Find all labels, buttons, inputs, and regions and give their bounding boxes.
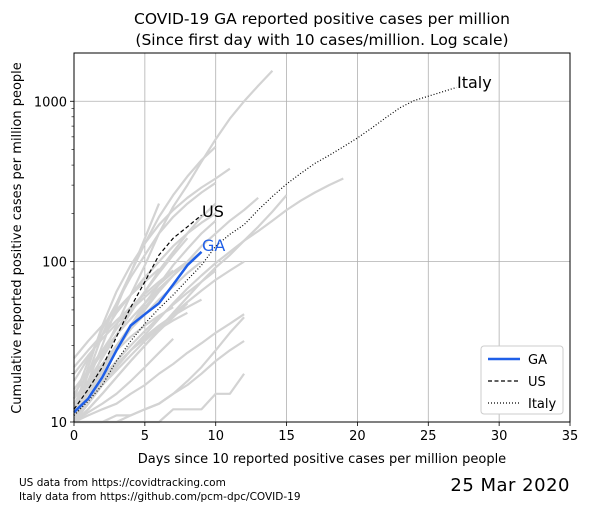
series-line-italy [73,86,457,416]
series-label-italy: Italy [457,73,492,92]
state-series-line [73,260,203,405]
x-tick-label: 15 [278,429,295,444]
state-series-line [73,251,203,395]
grid-lines [74,53,570,422]
x-tick-label: 35 [562,429,579,444]
x-tick-label: 0 [70,429,78,444]
y-tick-label: 10 [50,416,67,431]
chart-title-line1: COVID-19 GA reported positive cases per … [134,10,510,28]
legend-label-ga: GA [528,353,547,368]
series-line-us [73,214,202,410]
y-axis-label: Cumulative reported positive cases per m… [10,62,25,414]
y-tick-label: 100 [42,256,67,271]
main-series-lines [73,86,457,416]
state-series-line [73,202,217,405]
date-stamp: 25 Mar 2020 [450,475,570,496]
y-axis-ticks: 10 100 1000 [34,95,74,431]
state-series-line [73,212,217,382]
state-series-line [73,260,189,375]
legend-label-us: US [528,375,546,390]
background-state-lines [72,70,344,424]
legend-label-italy: Italy [528,397,557,412]
chart: COVID-19 GA reported positive cases per … [10,10,578,467]
state-series-line [73,260,245,411]
x-tick-label: 5 [141,429,149,444]
x-tick-label: 10 [207,429,224,444]
footnote-us-source: US data from https://covidtracking.com [19,477,226,489]
state-series-line [73,338,174,423]
legend: GA US Italy [480,345,564,415]
x-axis-ticks: 0 5 10 15 20 25 30 35 [70,422,578,444]
x-tick-label: 20 [349,429,366,444]
state-series-line [73,313,245,423]
plot-frame [73,52,571,423]
footnote-italy-source: Italy data from https://github.com/pcm-d… [19,491,301,503]
series-label-us: US [202,202,224,221]
chart-title-line2: (Since first day with 10 cases/million. … [135,31,508,49]
series-line-ga [73,250,203,414]
x-tick-label: 30 [491,429,508,444]
x-tick-label: 25 [420,429,437,444]
y-tick-label: 1000 [34,95,67,110]
x-axis-label: Days since 10 reported positive cases pe… [138,452,506,467]
series-label-ga: GA [202,236,225,255]
legend-box [480,345,564,415]
state-series-line [73,269,174,368]
state-series-line [73,194,288,423]
